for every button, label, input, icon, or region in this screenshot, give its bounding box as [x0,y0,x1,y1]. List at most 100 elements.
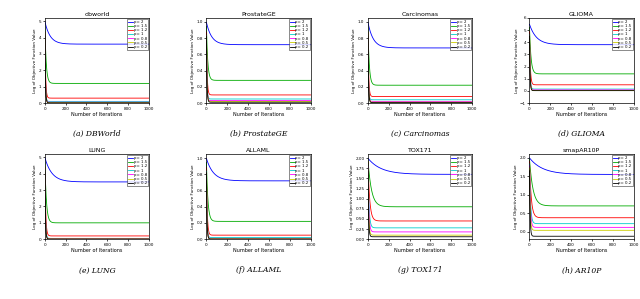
p= 1.2 [87,96,95,100]
Line: p= 0.8: p= 0.8 [368,36,472,101]
p= 1.2 [274,233,282,237]
p= 1.5 [124,82,132,85]
p= 0.5 [572,228,579,232]
p= 0.8 [307,237,314,240]
p= 1.5 [124,221,132,225]
p= 0.5 [447,233,455,237]
p= 1 [227,236,234,239]
p= 0.2 [525,169,533,173]
p= 1.5 [145,221,153,225]
p= 0.2 [124,237,132,241]
p= 0.2 [364,35,372,38]
p= 0.8 [203,171,211,175]
Legend: p= 2, p= 1.5, p= 1.2, p= 1, p= 0.8, p= 0.5, p= 0.2: p= 2, p= 1.5, p= 1.2, p= 1, p= 0.8, p= 0… [127,155,148,186]
p= 2 [406,46,414,50]
p= 2 [609,173,616,176]
p= 2 [375,165,383,169]
Text: (g) TOX171: (g) TOX171 [397,266,442,274]
p= 1.2 [597,216,605,219]
Line: p= 1.5: p= 1.5 [45,26,149,83]
p= 0.8 [145,237,153,240]
p= 2 [284,43,291,46]
p= 1 [597,87,605,91]
p= 1.2 [410,219,418,223]
p= 0.8 [406,230,414,234]
p= 0.2 [597,89,605,92]
p= 0.2 [568,89,575,92]
p= 0.8 [436,230,444,234]
p= 1 [445,98,453,102]
p= 0.2 [113,101,120,105]
p= 0.5 [203,35,211,38]
p= 2 [274,179,282,183]
p= 0.2 [525,34,533,38]
Title: ALLAML: ALLAML [246,148,271,153]
p= 0.5 [213,237,221,241]
X-axis label: Number of Iterations: Number of Iterations [556,112,607,117]
p= 0.2 [213,100,221,104]
p= 0.5 [468,233,476,237]
p= 1.5 [41,160,49,164]
p= 0.5 [410,100,418,104]
p= 0.5 [284,100,292,103]
Line: p= 2: p= 2 [368,22,472,48]
p= 2 [597,43,605,46]
p= 0.2 [468,101,476,104]
p= 0.5 [63,237,71,241]
p= 1.5 [91,82,99,85]
p= 1 [597,222,605,225]
p= 1 [536,222,544,225]
p= 1 [536,87,544,91]
Line: p= 0.8: p= 0.8 [368,167,472,232]
p= 0.8 [547,88,555,92]
p= 0.8 [364,35,372,38]
Legend: p= 2, p= 1.5, p= 1.2, p= 1, p= 0.8, p= 0.5, p= 0.2: p= 2, p= 1.5, p= 1.2, p= 1, p= 0.8, p= 0… [289,155,310,186]
p= 1 [203,170,211,173]
p= 2 [274,43,282,46]
p= 1 [213,236,221,239]
Text: (e) LUNG: (e) LUNG [79,266,115,274]
p= 1 [406,98,414,102]
p= 0.8 [597,225,605,229]
p= 0.8 [274,99,282,102]
Line: p= 2: p= 2 [45,158,149,182]
p= 0.5 [63,101,71,105]
p= 2 [124,42,132,46]
p= 0.8 [52,100,60,104]
p= 0.2 [244,237,252,241]
p= 1.5 [203,25,211,28]
X-axis label: Number of Iterations: Number of Iterations [233,112,284,117]
p= 0.8 [284,237,292,240]
p= 1.2 [572,216,579,219]
p= 0.5 [609,89,616,92]
p= 0.8 [630,88,637,92]
p= 2 [536,39,544,42]
Line: p= 2: p= 2 [529,158,634,174]
Y-axis label: Log of Objective Function Value: Log of Objective Function Value [514,164,518,229]
p= 0.2 [274,100,282,104]
Line: p= 1: p= 1 [207,171,310,238]
p= 0.8 [609,88,616,92]
p= 0.5 [225,237,232,241]
Line: p= 0.5: p= 0.5 [529,168,634,230]
p= 0.8 [536,88,544,92]
p= 0.8 [410,230,418,234]
p= 0.5 [568,89,575,92]
X-axis label: Number of Iterations: Number of Iterations [394,248,445,253]
Line: p= 1: p= 1 [45,171,149,238]
p= 1 [404,226,412,230]
p= 0.5 [274,237,282,241]
p= 0.8 [83,100,91,104]
p= 1.5 [436,205,444,209]
p= 0.5 [307,237,314,241]
p= 0.2 [63,237,71,241]
Line: p= 1.5: p= 1.5 [529,159,634,206]
p= 0.2 [447,235,455,239]
Line: p= 1.2: p= 1.2 [368,162,472,221]
p= 1 [385,98,393,102]
p= 1.5 [468,83,476,87]
p= 2 [630,43,637,46]
Line: p= 0.2: p= 0.2 [529,171,634,236]
p= 1.5 [83,82,91,85]
p= 1.5 [525,158,533,161]
